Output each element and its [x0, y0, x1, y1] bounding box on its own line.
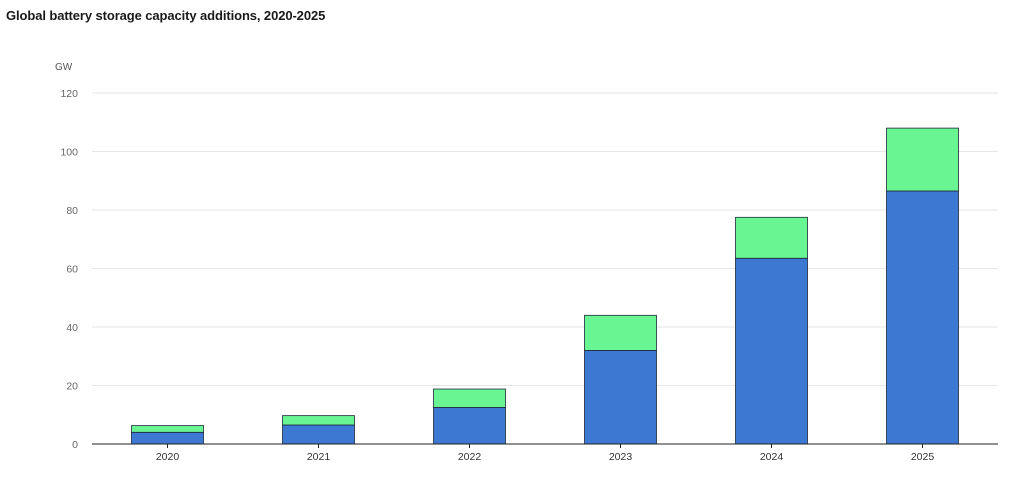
bar-segment-2021-1	[282, 415, 355, 426]
bar-segment-2025-1	[886, 127, 959, 192]
y-tick-label: 60	[66, 264, 78, 276]
y-tick-label: 100	[60, 147, 78, 159]
y-tick-label: 120	[60, 88, 78, 100]
bar-segment-2022-1	[433, 388, 506, 408]
y-tick-label: 0	[72, 439, 78, 451]
y-axis-unit: GW	[55, 62, 73, 73]
y-axis-ticks: 0 20 40 60 80 100 120	[60, 88, 78, 451]
x-tick-label: 2022	[458, 451, 482, 463]
bar-segment-2025-0	[886, 190, 959, 445]
bar-segment-2023-1	[584, 314, 657, 351]
gridlines	[92, 92, 998, 386]
y-tick-label: 40	[66, 322, 78, 334]
bars	[131, 127, 959, 445]
x-tick-label: 2025	[911, 451, 935, 463]
x-tick-label: 2021	[307, 451, 331, 463]
x-tick-label: 2023	[609, 451, 633, 463]
bar-segment-2024-0	[735, 257, 808, 445]
bar-segment-2020-0	[131, 431, 204, 445]
y-tick-label: 80	[66, 205, 78, 217]
x-tick-label: 2024	[760, 451, 784, 463]
x-axis-ticks: 2020 2021 2022 2023 2024 2025	[156, 444, 935, 463]
bar-segment-2022-0	[433, 407, 506, 445]
y-tick-label: 20	[66, 381, 78, 393]
bar-segment-2021-0	[282, 424, 355, 445]
bar-segment-2024-1	[735, 216, 808, 259]
bar-segment-2020-1	[131, 425, 204, 433]
chart-title: Global battery storage capacity addition…	[6, 8, 326, 23]
bar-segment-2023-0	[584, 349, 657, 445]
x-tick-label: 2020	[156, 451, 180, 463]
